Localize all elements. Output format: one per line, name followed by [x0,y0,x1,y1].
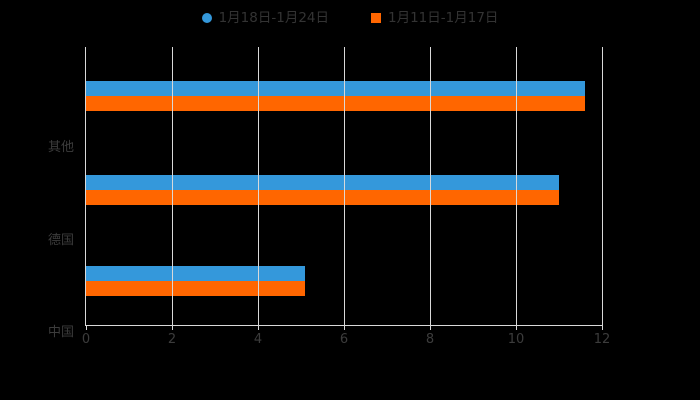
bar-other-series-0 [86,81,585,96]
x-axis-tick-mark-10 [516,325,517,330]
gridline-10 [516,47,517,325]
y-axis-line [85,47,86,325]
x-axis-tick-mark-0 [86,325,87,330]
legend-item-series-0[interactable]: 1月18日-1月24日 [201,6,329,30]
x-axis-tick-label-4: 4 [253,332,263,347]
x-axis-tick-mark-2 [172,325,173,330]
bar-other-series-1 [86,96,585,111]
x-axis-tick-label-10: 10 [507,332,525,347]
gridline-2 [172,47,173,325]
legend-square-marker-icon [371,13,381,23]
bar-china-series-0 [86,266,306,281]
y-axis-tick-labels: 其他 德国 中国 [0,47,86,340]
chart-legend: 1月18日-1月24日 1月11日-1月17日 [0,6,700,30]
legend-label-series-1: 1月11日-1月17日 [388,10,499,26]
x-axis-tick-label-0: 0 [81,332,91,347]
x-axis-tick-mark-4 [258,325,259,330]
y-axis-tick-label-china: 中国 [47,325,74,340]
bar-germany-series-1 [86,190,559,205]
x-axis-tick-label-12: 12 [593,332,611,347]
plot-area: 0 2 4 6 8 10 12 [82,47,610,347]
gridline-12 [602,47,603,325]
legend-item-series-1[interactable]: 1月11日-1月17日 [371,6,498,30]
x-axis-line [85,325,602,326]
legend-circle-marker-icon [201,13,212,23]
legend-label-series-0: 1月18日-1月24日 [218,10,329,26]
gridline-6 [344,47,345,325]
x-axis-tick-label-6: 6 [339,332,349,347]
bar-germany-series-0 [86,175,559,190]
gridline-4 [258,47,259,325]
x-axis-tick-mark-8 [430,325,431,330]
x-axis-tick-mark-12 [602,325,603,330]
x-axis-tick-mark-6 [344,325,345,330]
y-axis-tick-label-other: 其他 [47,140,74,155]
x-axis-tick-label-8: 8 [425,332,435,347]
gridline-8 [430,47,431,325]
y-axis-tick-label-germany: 德国 [47,233,74,248]
x-axis-tick-label-2: 2 [167,332,177,347]
bar-china-series-1 [86,281,306,296]
